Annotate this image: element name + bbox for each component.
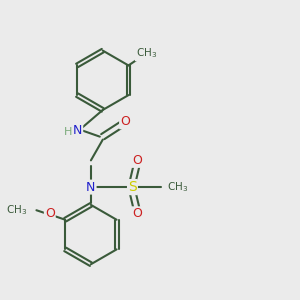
Text: CH$_3$: CH$_3$ — [167, 180, 188, 194]
Text: O: O — [132, 207, 142, 220]
Text: CH$_3$: CH$_3$ — [136, 47, 157, 61]
Text: N: N — [86, 181, 96, 194]
Text: O: O — [45, 207, 55, 220]
Text: S: S — [128, 180, 137, 194]
Text: O: O — [132, 154, 142, 167]
Text: CH$_3$: CH$_3$ — [6, 203, 28, 217]
Text: H: H — [64, 127, 72, 137]
Text: N: N — [73, 124, 82, 137]
Text: O: O — [120, 115, 130, 128]
